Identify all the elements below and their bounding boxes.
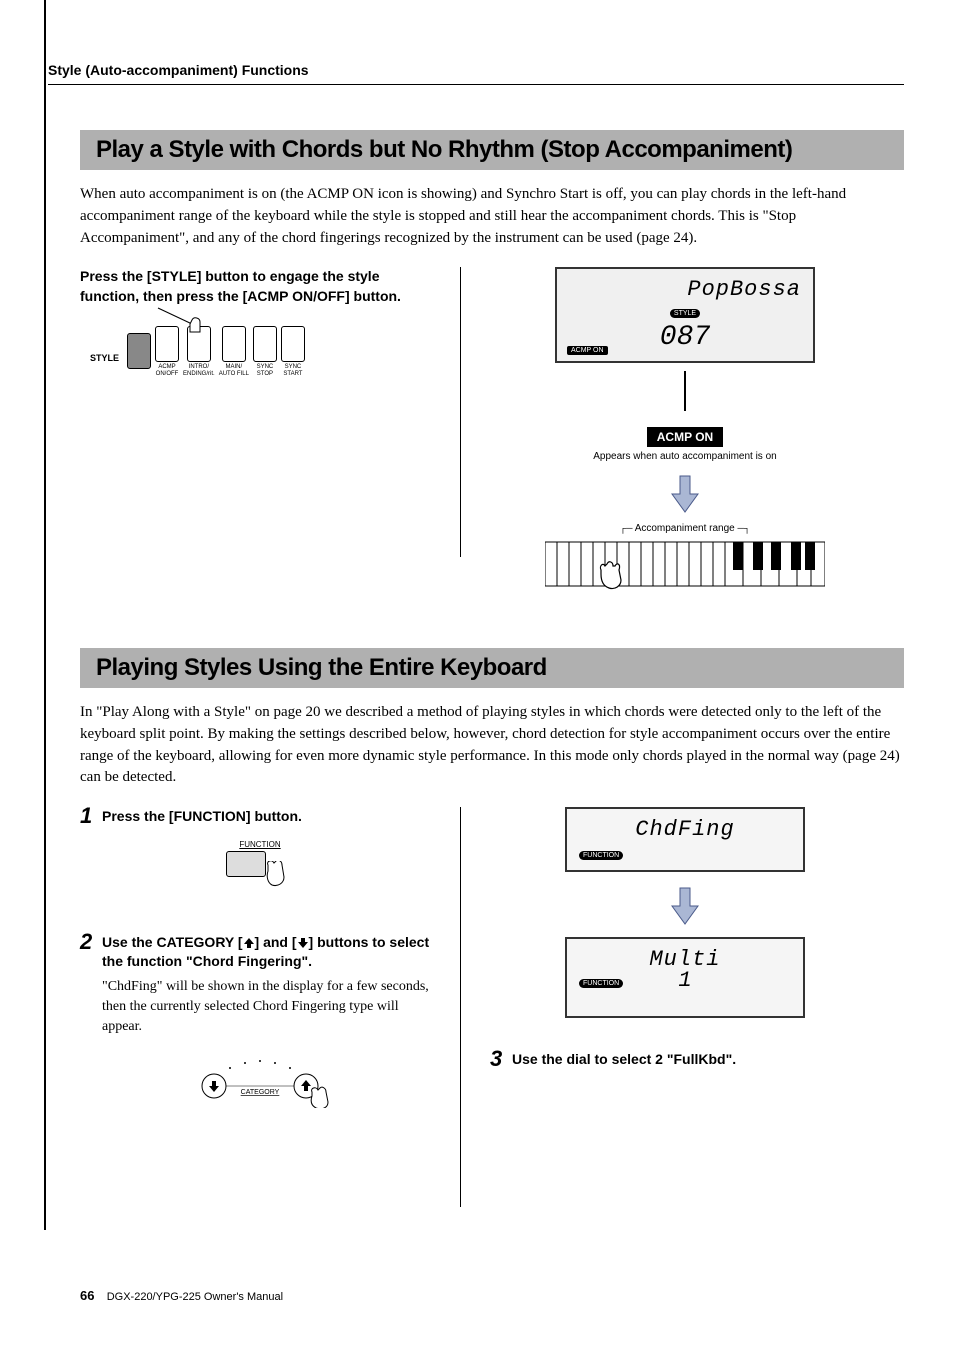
keyboard-svg — [545, 538, 825, 592]
col-left-1: Press the [STYLE] button to engage the s… — [80, 267, 460, 557]
hw-button-syncstop: SYNC STOP — [253, 326, 277, 377]
finger-press-icon-2 — [264, 861, 294, 889]
hw-button-syncstart-label: SYNC START — [283, 364, 302, 377]
lcd-display-1: PopBossa STYLE 087 ACMP ON — [555, 267, 815, 363]
body-text-1: When auto accompaniment is on (the ACMP … — [80, 184, 904, 249]
finger-press-icon — [152, 302, 202, 336]
hw-button-syncstart: SYNC START — [281, 326, 305, 377]
lcd-acmp-badge: ACMP ON — [567, 346, 608, 355]
callout-line-1 — [684, 371, 686, 411]
keyboard-diagram: ┌─ Accompaniment range ─┐ — [490, 523, 880, 597]
step-2-text-pre: Use the CATEGORY [ — [102, 934, 243, 950]
section-stop-accompaniment: Play a Style with Chords but No Rhythm (… — [80, 130, 904, 557]
lcd-function-badge-1: FUNCTION — [579, 851, 623, 860]
heading-2: Playing Styles Using the Entire Keyboard — [96, 654, 888, 682]
col-right-1: PopBossa STYLE 087 ACMP ON ACMP ON Appea… — [460, 267, 880, 557]
step-2-text-mid: ] and [ — [255, 934, 297, 950]
hw-button-syncstop-label: SYNC STOP — [257, 364, 274, 377]
footer-doc-title: DGX-220/YPG-225 Owner's Manual — [107, 1291, 283, 1303]
lcd-main-text: PopBossa — [569, 277, 801, 302]
col-left-2: 1 Press the [FUNCTION] button. FUNCTION … — [80, 807, 460, 1207]
hw-button-style-box — [127, 333, 151, 369]
category-button-diagram: CATEGORY — [80, 1058, 440, 1113]
lcd-chdfing-text: ChdFing — [579, 817, 791, 842]
lcd-style-badge: STYLE — [670, 309, 700, 318]
lcd-display-chdfing: ChdFing FUNCTION — [565, 807, 805, 872]
function-label: FUNCTION — [80, 840, 440, 849]
hw-button-main-label: MAIN/ AUTO FILL — [219, 364, 249, 377]
heading-1: Play a Style with Chords but No Rhythm (… — [96, 136, 888, 164]
keyboard-caption-text: Accompaniment range — [635, 523, 735, 534]
arrow-down-icon — [670, 474, 700, 514]
hw-button-syncstop-box — [253, 326, 277, 362]
hw-button-acmp-label: ACMP ON/OFF — [156, 364, 179, 377]
step-3-num: 3 — [490, 1046, 502, 1072]
col-divider-1 — [460, 267, 461, 557]
col-divider-2 — [460, 807, 461, 1207]
step-2-body: "ChdFing" will be shown in the display f… — [102, 977, 440, 1038]
arrow-down-icon-2 — [670, 886, 700, 926]
hw-button-style-label — [138, 371, 140, 378]
hw-button-row: STYLE ACMP ON/OFF INTRO/ ENDING/rit. MAI… — [90, 326, 440, 377]
heading-bar-1: Play a Style with Chords but No Rhythm (… — [80, 130, 904, 170]
step-1-text: Press the [FUNCTION] button. — [102, 807, 440, 826]
page-footer: 66 DGX-220/YPG-225 Owner's Manual — [80, 1288, 283, 1303]
two-col-2: 1 Press the [FUNCTION] button. FUNCTION … — [80, 807, 904, 1207]
section-header: Style (Auto-accompaniment) Functions — [48, 62, 309, 78]
function-button — [226, 851, 266, 877]
style-label: STYLE — [90, 341, 119, 363]
category-up-icon — [243, 937, 255, 949]
body-text-2: In "Play Along with a Style" on page 20 … — [80, 702, 904, 789]
hw-button-main-box — [222, 326, 246, 362]
category-label: CATEGORY — [241, 1089, 280, 1096]
lcd-function-badge-2: FUNCTION — [579, 979, 623, 988]
heading-bar-2: Playing Styles Using the Entire Keyboard — [80, 648, 904, 688]
hw-button-main: MAIN/ AUTO FILL — [219, 326, 249, 377]
category-down-icon — [297, 937, 309, 949]
col-right-2: ChdFing FUNCTION Multi FUNCTION 1 3 Use — [460, 807, 880, 1207]
acmp-on-indicator: ACMP ON — [647, 427, 723, 447]
step-2: 2 Use the CATEGORY [] and [] buttons to … — [80, 933, 440, 1038]
acmp-caption: Appears when auto accompaniment is on — [490, 451, 880, 462]
category-svg: CATEGORY — [190, 1058, 330, 1108]
step-1-num: 1 — [80, 803, 92, 829]
two-col-1: Press the [STYLE] button to engage the s… — [80, 267, 904, 557]
function-button-diagram: FUNCTION — [80, 840, 440, 889]
section-full-keyboard: Playing Styles Using the Entire Keyboard… — [80, 648, 904, 1207]
hw-button-syncstart-box — [281, 326, 305, 362]
page-left-border — [44, 0, 46, 1230]
section-underline — [48, 84, 904, 85]
hw-button-intro-label: INTRO/ ENDING/rit. — [183, 364, 215, 377]
step-2-text: Use the CATEGORY [] and [] buttons to se… — [102, 933, 440, 971]
lcd-multi-num: 1 — [678, 968, 691, 993]
step-3: 3 Use the dial to select 2 "FullKbd". — [490, 1050, 880, 1069]
instruction-1: Press the [STYLE] button to engage the s… — [80, 267, 440, 306]
step-2-num: 2 — [80, 929, 92, 955]
step-1: 1 Press the [FUNCTION] button. — [80, 807, 440, 826]
footer-page-num: 66 — [80, 1288, 94, 1303]
keyboard-caption: ┌─ Accompaniment range ─┐ — [490, 523, 880, 534]
hw-button-style — [127, 333, 151, 378]
step-3-text: Use the dial to select 2 "FullKbd". — [512, 1050, 880, 1069]
lcd-display-multi: Multi FUNCTION 1 — [565, 937, 805, 1018]
